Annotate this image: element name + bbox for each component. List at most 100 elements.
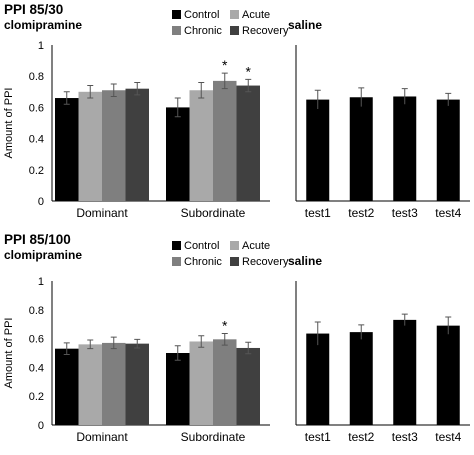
chart-3-y-axis-label: Amount of PPI <box>3 318 15 389</box>
legend-swatch-acute <box>230 241 239 250</box>
chart-4-x-tick-label-test2: test2 <box>348 430 374 444</box>
chart-4-error-bar <box>401 313 408 326</box>
chart-4-x-tick-label-test3: test3 <box>392 430 418 444</box>
legend-swatch-control <box>172 241 181 250</box>
chart-3: Amount of PPI 0 0.2 0.4 0.6 0.8 1 Dominant * Subo… <box>3 276 270 444</box>
chart-1-error-bar <box>198 81 205 99</box>
chart-1-bar-subordinate-control <box>166 107 190 201</box>
chart-3-error-bar <box>174 345 181 361</box>
chart-3-bar-subordinate-chronic <box>213 339 237 425</box>
chart-1-y-tick-label: 0 <box>38 196 44 208</box>
chart-3-y-tick-label: 0.4 <box>29 362 44 374</box>
chart-2-x-tick-label-test3: test3 <box>392 206 418 220</box>
legend-swatch-recovery <box>230 257 239 266</box>
chart-3-error-bar <box>110 336 117 350</box>
legend-label-recovery: Recovery <box>242 256 289 268</box>
chart-1-y-tick-label: 1 <box>38 40 44 52</box>
legend-swatch-recovery <box>230 26 239 35</box>
chart-3-y-tick-label: 0 <box>38 420 44 432</box>
chart-1-y-tick-label: 0.4 <box>29 134 44 146</box>
chart-1-error-bar <box>134 81 141 96</box>
legend-swatch-chronic <box>172 257 181 266</box>
legend-swatch-control <box>172 10 181 19</box>
legend-label-acute: Acute <box>242 9 270 21</box>
chart-1-bar-dominant-recovery <box>125 88 149 201</box>
chart-3-bar-dominant-control <box>55 348 79 425</box>
chart-2-error-bar <box>445 92 452 106</box>
legend-label-control: Control <box>184 240 219 252</box>
chart-2-bar-test4 <box>436 99 460 201</box>
panel-2-drug-label: clomipramine <box>4 248 82 262</box>
chart-1-error-bar <box>63 91 70 105</box>
chart-1-bar-dominant-control <box>55 98 79 201</box>
legend-label-acute: Acute <box>242 240 270 252</box>
legend-top: Control Acute Chronic Recovery <box>172 9 289 37</box>
chart-2-bar-test1 <box>306 99 330 201</box>
chart-3-error-bar <box>198 335 205 348</box>
chart-2-x-tick-label-test2: test2 <box>348 206 374 220</box>
chart-4: test1 test2 test3 test4 <box>295 281 470 444</box>
chart-1-significance-star: * <box>222 57 228 73</box>
chart-3-bar-subordinate-acute <box>189 341 213 425</box>
panel-1-title: PPI 85/30 <box>4 2 63 17</box>
panel-2-title: PPI 85/100 <box>4 232 71 247</box>
chart-2-error-bar <box>314 89 321 109</box>
chart-4-x-tick-label-test4: test4 <box>435 430 461 444</box>
chart-3-bar-subordinate-control <box>166 353 190 425</box>
chart-4-bar-test4 <box>436 325 460 425</box>
legend-label-chronic: Chronic <box>184 256 222 268</box>
chart-1-error-bar <box>245 78 252 93</box>
chart-1-bar-dominant-chronic <box>102 90 126 201</box>
chart-3-error-bar <box>245 341 252 355</box>
chart-3-significance-star: * <box>222 318 228 334</box>
chart-4-bar-test3 <box>393 319 417 425</box>
chart-1-error-bar <box>87 85 94 99</box>
panel-2-saline-label: saline <box>288 254 322 268</box>
chart-3-error-bar <box>63 342 70 355</box>
chart-2: test1 test2 test3 test4 <box>295 45 470 220</box>
legend-label-recovery: Recovery <box>242 25 289 37</box>
chart-3-error-bar <box>134 338 141 349</box>
chart-3-y-tick-label: 1 <box>38 276 44 288</box>
chart-1-y-tick-label: 0.6 <box>29 102 44 114</box>
chart-1-x-tick-label-subordinate: Subordinate <box>181 206 246 220</box>
chart-2-x-tick-label-test4: test4 <box>435 206 461 220</box>
chart-1-bar-subordinate-recovery <box>236 85 260 201</box>
chart-3-error-bar <box>87 339 94 350</box>
panel-1-drug-label: clomipramine <box>4 18 82 32</box>
chart-3-bar-dominant-acute <box>78 344 102 425</box>
chart-3-x-tick-label-subordinate: Subordinate <box>181 430 246 444</box>
chart-1-bar-subordinate-chronic <box>213 80 237 201</box>
chart-1-error-bar <box>174 97 181 118</box>
chart-2-bar-test2 <box>349 97 373 201</box>
legend-label-chronic: Chronic <box>184 25 222 37</box>
chart-3-bar-subordinate-recovery <box>236 347 260 425</box>
chart-1-bar-subordinate-acute <box>189 90 213 201</box>
chart-1-bar-dominant-acute <box>78 91 102 201</box>
chart-4-error-bar <box>358 324 365 340</box>
chart-1-y-tick-label: 0.8 <box>29 71 44 83</box>
chart-1: Amount of PPI 0 0.2 0.4 0.6 0.8 1 Dominant * * Sub… <box>3 40 270 220</box>
chart-1-x-tick-label-dominant: Dominant <box>76 206 128 220</box>
chart-3-y-tick-label: 0.6 <box>29 334 44 346</box>
chart-4-error-bar <box>314 321 321 346</box>
legend-swatch-chronic <box>172 26 181 35</box>
chart-2-error-bar <box>358 87 365 107</box>
chart-4-x-tick-label-test1: test1 <box>305 430 331 444</box>
chart-3-y-tick-label: 0.2 <box>29 391 44 403</box>
chart-1-y-tick-label: 0.2 <box>29 165 44 177</box>
legend-bottom: Control Acute Chronic Recovery <box>172 240 289 268</box>
chart-4-error-bar <box>445 316 452 335</box>
chart-3-error-bar <box>221 333 228 346</box>
chart-3-bar-dominant-chronic <box>102 342 126 425</box>
chart-4-bar-test2 <box>349 332 373 425</box>
chart-2-bar-test3 <box>393 96 417 201</box>
chart-3-x-tick-label-dominant: Dominant <box>76 430 128 444</box>
chart-1-significance-star: * <box>246 63 252 79</box>
chart-3-bar-dominant-recovery <box>125 343 149 425</box>
chart-1-error-bar <box>221 72 228 90</box>
chart-1-y-axis-label: Amount of PPI <box>3 88 15 159</box>
chart-2-x-tick-label-test1: test1 <box>305 206 331 220</box>
chart-4-bar-test1 <box>306 333 330 425</box>
